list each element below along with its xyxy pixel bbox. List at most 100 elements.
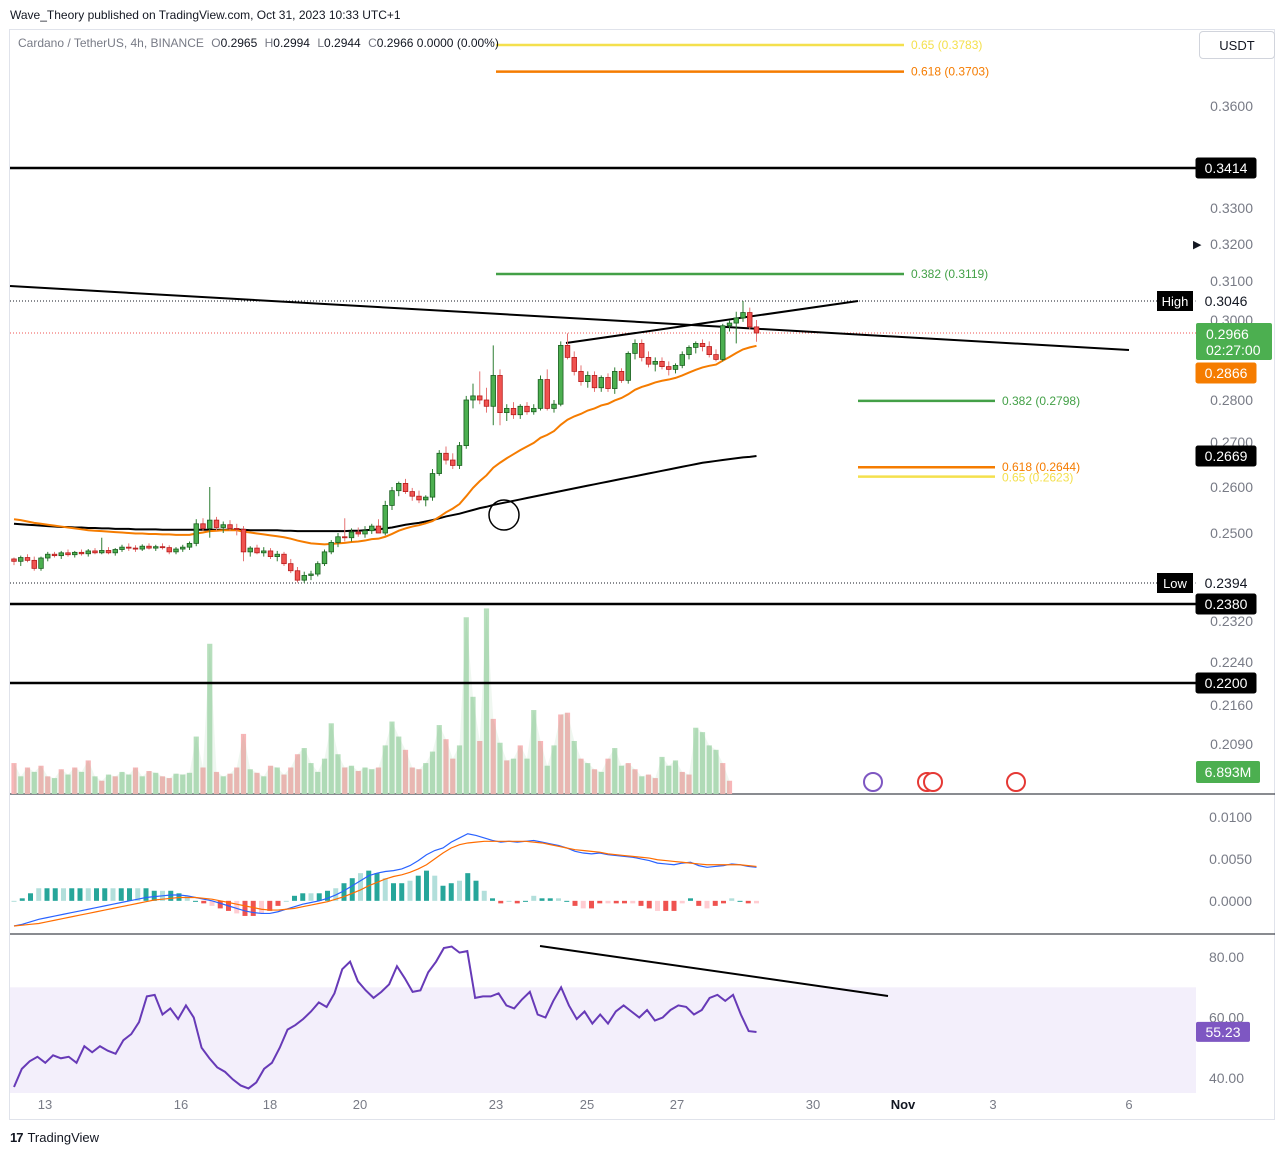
candle-body	[281, 553, 287, 565]
macd-histogram-bar	[69, 888, 75, 901]
candle-body	[105, 550, 112, 554]
candle-body	[342, 536, 348, 539]
candle-body	[301, 575, 307, 581]
macd-histogram-bar	[374, 873, 380, 901]
tradingview-logo[interactable]: 17 TradingView	[10, 1130, 99, 1145]
volume-bar	[470, 696, 476, 794]
macd-histogram-bar	[440, 885, 446, 901]
volume-bar	[200, 767, 206, 794]
volume-bar	[112, 776, 118, 794]
cross-marker-circle	[488, 499, 520, 531]
candle-body	[740, 312, 746, 319]
macd-histogram-bar	[341, 883, 347, 901]
macd-histogram-bar	[622, 900, 627, 904]
time-tick-label: 16	[174, 1097, 188, 1112]
low-badge-text: 0.2394	[1205, 575, 1248, 591]
candle-body	[558, 344, 564, 405]
volume-badge-text: 6.893M	[1205, 764, 1252, 780]
change-value: 0.0000 (0.00%)	[416, 36, 499, 50]
volume-bar	[517, 745, 523, 794]
volume-bar	[598, 771, 604, 794]
rsi-band	[10, 987, 1196, 1093]
candle-body	[477, 395, 483, 401]
volume-bar	[308, 763, 314, 794]
candle-body	[632, 342, 638, 354]
volume-bar	[544, 765, 550, 794]
candle-body	[429, 473, 436, 498]
candle-body	[200, 523, 206, 529]
candle-body	[699, 342, 706, 347]
volume-bar	[193, 736, 199, 794]
macd-histogram-bar	[52, 888, 58, 901]
high-tag-bg	[1157, 291, 1193, 311]
macd-histogram-bar	[234, 900, 240, 914]
macd-histogram-bar	[168, 890, 174, 901]
volume-bar	[18, 776, 24, 794]
volume-bar	[618, 765, 625, 794]
macd-histogram-bar	[712, 900, 718, 906]
macd-histogram-bar	[646, 900, 652, 909]
volume-bar	[159, 776, 166, 794]
macd-histogram-bar	[655, 900, 660, 911]
candle-body	[416, 495, 422, 501]
volume-bar	[591, 769, 598, 794]
volume-bar	[429, 751, 436, 794]
ema-badge	[1195, 362, 1257, 384]
candle-body	[11, 558, 17, 562]
volume-bar	[652, 778, 658, 794]
macd-histogram-bar	[523, 900, 528, 902]
fib-label: 0.382 (0.3119)	[911, 267, 988, 281]
fib-label: 0.65 (0.3783)	[911, 38, 982, 52]
candle-body	[315, 563, 321, 575]
volume-bar	[571, 740, 577, 794]
volume-bar	[632, 769, 638, 794]
candle-body	[504, 407, 510, 413]
macd-histogram-bar	[432, 875, 438, 901]
rsi-tick-label: 60.00	[1209, 1010, 1244, 1026]
volume-bar	[105, 774, 112, 794]
volume-bar	[693, 727, 699, 794]
macd-histogram-bar	[737, 900, 743, 902]
candle-body	[72, 551, 78, 556]
candle-body	[693, 342, 699, 348]
time-tick-label: 23	[489, 1097, 503, 1112]
price-tick-label: 0.2240	[1210, 654, 1253, 670]
macd-histogram-bar	[638, 900, 644, 906]
high-badge-text: 0.3046	[1205, 293, 1248, 309]
close-value: 0.2966	[376, 36, 414, 50]
macd-histogram-bar	[556, 898, 561, 901]
macd-histogram-bar	[259, 900, 264, 914]
macd-histogram-bar	[201, 900, 207, 904]
volume-bar	[713, 749, 719, 794]
price-tick-label: 0.2500	[1210, 525, 1253, 541]
currency-button[interactable]: USDT	[1199, 31, 1275, 59]
volume-bar	[328, 723, 334, 794]
volume-bar	[537, 740, 544, 794]
macd-histogram-bar	[465, 873, 471, 901]
candle-body	[389, 490, 395, 506]
macd-histogram-bar	[94, 888, 99, 901]
volume-bar	[166, 778, 172, 794]
volume-bar	[612, 748, 618, 794]
volume-bar	[78, 771, 85, 794]
macd-histogram-bar	[580, 900, 586, 909]
macd-histogram-bar	[754, 900, 759, 904]
macd-histogram-bar	[729, 898, 735, 901]
candle-body	[382, 504, 388, 534]
symbol-title[interactable]: Cardano / TetherUS, 4h, BINANCE	[18, 36, 204, 50]
volume-bar	[126, 774, 132, 794]
candle-body	[119, 546, 125, 550]
macd-histogram-bar	[382, 878, 388, 901]
macd-histogram-bar	[36, 888, 42, 901]
candle-body	[551, 403, 557, 409]
macd-histogram-bar	[61, 888, 66, 901]
candle-body	[483, 399, 490, 407]
high-tag: High	[1162, 294, 1189, 309]
candle-body	[139, 545, 145, 550]
candle-body	[490, 375, 496, 407]
time-tick-label: 3	[989, 1097, 996, 1112]
tradingview-brand: TradingView	[27, 1130, 100, 1145]
high-badge	[1195, 290, 1257, 312]
volume-bar	[625, 763, 631, 794]
